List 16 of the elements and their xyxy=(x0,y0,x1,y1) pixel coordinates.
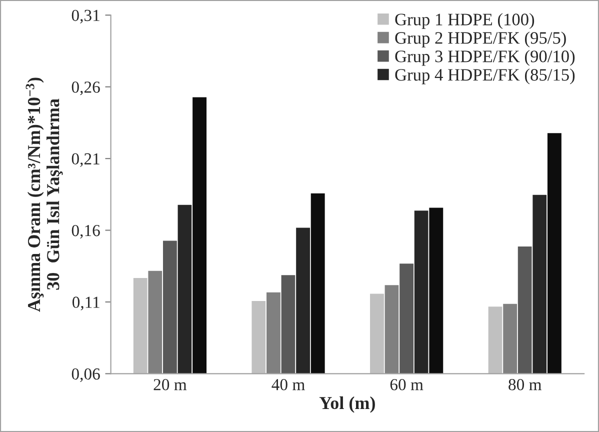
y-tick-label: 0,16 xyxy=(72,224,100,239)
legend-label: Grup 4 HDPE/FK (85/15) xyxy=(395,68,575,84)
y-tick-label: 0,21 xyxy=(72,153,100,167)
legend-label: Grup 2 HDPE/FK (95/5) xyxy=(395,32,566,48)
y-tick-label: 0,06 xyxy=(72,368,100,382)
x-tick-label: 20 m xyxy=(154,379,187,390)
y-tick-label: 0,31 xyxy=(72,10,100,24)
legend-label: Grup 1 HDPE (100) xyxy=(395,13,534,29)
x-tick-label: 60 m xyxy=(390,379,424,390)
x-tick-label: 80 m xyxy=(508,379,542,390)
x-axis-title: Yol (m) xyxy=(319,396,375,413)
y-axis-title: Aşınma Oranı (cm³/Nm)*10$^{−3}$) 30 Gün Isıl Yaşlandırma xyxy=(26,78,63,312)
y-tick-label: 0,11 xyxy=(72,296,100,310)
legend-label: Grup 3 HDPE/FK (90/10) xyxy=(395,50,575,66)
x-tick-label: 40 m xyxy=(272,379,305,390)
y-tick-label: 0,26 xyxy=(72,82,100,96)
